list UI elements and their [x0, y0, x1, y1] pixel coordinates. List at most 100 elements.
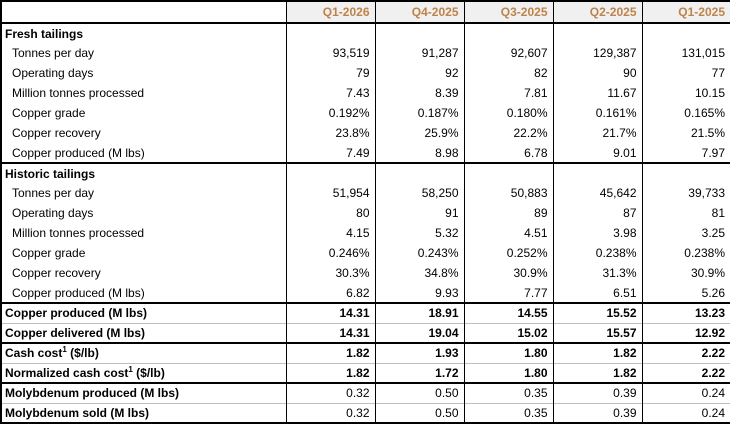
cell-value: 1.80	[463, 342, 553, 363]
row-label: Copper produced (M lbs)	[12, 145, 145, 160]
row-label: Operating days	[12, 206, 94, 220]
cell-value: 4.15	[285, 223, 375, 243]
section-title: Historic tailings	[1, 162, 286, 183]
cell-value: 7.49	[285, 143, 375, 163]
cell-value: 7.97	[641, 143, 730, 163]
summary-row: Copper produced (M lbs) 14.31 18.91 14.55 15…	[1, 302, 730, 323]
row-label-unit: ($/lb)	[132, 365, 165, 380]
column-header: Q1-2025	[641, 1, 730, 24]
section-header-row: Historic tailings	[1, 162, 730, 183]
row-label: Copper grade	[12, 246, 86, 260]
table-row: Copper produced (M lbs) 6.82 9.93 7.77 6.51 5…	[1, 283, 730, 303]
table-row: Tonnes per day 51,954 58,250 50,883 45,642 39…	[1, 183, 730, 203]
cell-value: 0.187%	[374, 103, 464, 123]
cell-value: 11.67	[552, 83, 642, 103]
summary-row: Copper delivered (M lbs) 14.31 19.04 15.02 1…	[1, 322, 730, 343]
cell-value: 15.02	[463, 322, 553, 343]
cell-value: 0.50	[374, 402, 464, 423]
cell-value: 7.77	[463, 283, 553, 303]
cell-value: 0.252%	[463, 243, 553, 263]
header-row: Q1-2026 Q4-2025 Q3-2025 Q2-2025 Q1-2025	[1, 1, 730, 24]
cell-value: 0.243%	[374, 243, 464, 263]
row-label: Copper grade	[12, 106, 86, 120]
cell-value	[552, 162, 642, 183]
cell-value: 131,015	[641, 43, 730, 63]
table-row: Million tonnes processed 4.15 5.32 4.51 3.98…	[1, 223, 730, 243]
row-label-unit: ($/lb)	[66, 346, 99, 361]
row-label: Copper produced (M lbs)	[12, 285, 145, 300]
cell-value: 34.8%	[374, 263, 464, 283]
table-row: Copper recovery 23.8% 25.9% 22.2% 21.7% 21.5%	[1, 123, 730, 143]
row-label-text: Molybdenum produced (M lbs)	[5, 386, 179, 401]
table-row: Copper recovery 30.3% 34.8% 30.9% 31.3% 30.9%	[1, 263, 730, 283]
cell-value: 7.43	[285, 83, 375, 103]
row-label: Molybdenum produced (M lbs)	[1, 382, 286, 403]
cell-value: 13.23	[641, 302, 730, 323]
table-row: Operating days 79 92 82 90 77	[1, 63, 730, 83]
cell-value: 8.98	[374, 143, 464, 163]
row-label: Copper recovery	[12, 126, 101, 140]
cell-value: 0.35	[463, 382, 553, 403]
cell-value: 12.92	[641, 322, 730, 343]
cell-value: 18.91	[374, 302, 464, 323]
cell-value: 82	[463, 63, 553, 83]
row-label: Cash cost1 ($/lb)	[1, 342, 286, 363]
column-header: Q4-2025	[374, 1, 464, 24]
cell-value: 3.98	[552, 223, 642, 243]
cell-value: 25.9%	[374, 123, 464, 143]
cell-value: 30.3%	[285, 263, 375, 283]
cell-value: 2.22	[641, 342, 730, 363]
cell-value	[374, 162, 464, 183]
table-row: Copper grade 0.192% 0.187% 0.180% 0.161% 0.16…	[1, 103, 730, 123]
cell-value	[463, 23, 553, 43]
cell-value: 15.52	[552, 302, 642, 323]
cell-value: 6.78	[463, 143, 553, 163]
cell-value	[552, 23, 642, 43]
cell-value: 1.72	[374, 362, 464, 383]
table-row: Copper grade 0.246% 0.243% 0.252% 0.238% 0.23…	[1, 243, 730, 263]
cell-value: 50,883	[463, 183, 553, 203]
cell-value: 0.238%	[641, 243, 730, 263]
cell-value: 30.9%	[463, 263, 553, 283]
cell-value: 1.82	[552, 362, 642, 383]
cell-value: 0.246%	[285, 243, 375, 263]
row-label: Molybdenum sold (M lbs)	[1, 402, 286, 423]
cell-value: 9.01	[552, 143, 642, 163]
cell-value: 0.39	[552, 382, 642, 403]
cell-value: 7.81	[463, 83, 553, 103]
cell-value: 87	[552, 203, 642, 223]
row-label: Million tonnes processed	[12, 86, 145, 100]
cell-value: 9.93	[374, 283, 464, 303]
column-header: Q3-2025	[463, 1, 553, 24]
cell-value: 0.35	[463, 402, 553, 423]
cell-value: 23.8%	[285, 123, 375, 143]
cell-value: 10.15	[641, 83, 730, 103]
cell-value: 77	[641, 63, 730, 83]
table-row: Copper produced (M lbs) 7.49 8.98 6.78 9.01 7…	[1, 143, 730, 163]
cell-value	[641, 23, 730, 43]
cell-value: 0.24	[641, 402, 730, 423]
cell-value: 89	[463, 203, 553, 223]
cell-value: 0.180%	[463, 103, 553, 123]
table-row: Million tonnes processed 7.43 8.39 7.81 11.6…	[1, 83, 730, 103]
cell-value: 21.7%	[552, 123, 642, 143]
cell-value: 90	[552, 63, 642, 83]
row-label: Tonnes per day	[12, 46, 95, 60]
cell-value: 15.57	[552, 322, 642, 343]
cell-value: 14.31	[285, 302, 375, 323]
cell-value: 0.238%	[552, 243, 642, 263]
row-label-text: Cash cost	[5, 346, 63, 361]
cell-value: 91,287	[374, 43, 464, 63]
footnote-marker: 1	[128, 364, 133, 374]
cell-value: 6.51	[552, 283, 642, 303]
cell-value: 0.165%	[641, 103, 730, 123]
cell-value: 5.26	[641, 283, 730, 303]
cell-value: 91	[374, 203, 464, 223]
cell-value: 30.9%	[641, 263, 730, 283]
cell-value: 22.2%	[463, 123, 553, 143]
cell-value: 3.25	[641, 223, 730, 243]
row-label: Million tonnes processed	[12, 226, 145, 240]
cell-value: 129,387	[552, 43, 642, 63]
summary-row: Cash cost1 ($/lb) 1.82 1.93 1.80 1.82 2.22	[1, 342, 730, 363]
cell-value: 4.51	[463, 223, 553, 243]
